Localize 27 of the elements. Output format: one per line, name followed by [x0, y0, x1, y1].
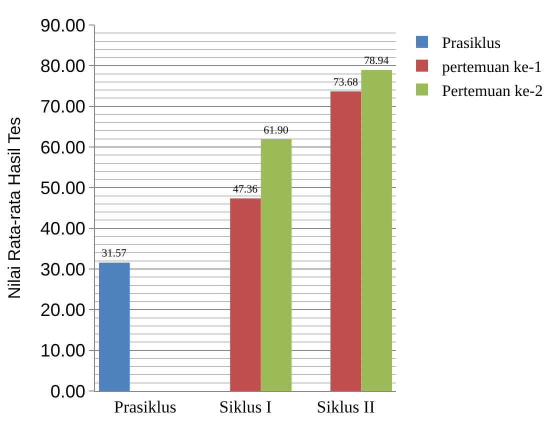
y-tick-label: 50.00 [40, 178, 86, 198]
bar [330, 91, 362, 391]
x-tick-label: Prasiklus [114, 397, 176, 416]
y-tick-label: 0.00 [50, 381, 86, 402]
y-tick-label: 40.00 [40, 218, 86, 239]
y-tick-label: 30.00 [40, 259, 86, 280]
data-label: 78.94 [364, 54, 390, 67]
data-label: 61.90 [264, 124, 289, 136]
bar [99, 262, 130, 391]
legend-label: pertemuan ke-1 [442, 58, 542, 76]
x-tick-label: Siklus II [316, 397, 376, 416]
data-label: 73.68 [333, 76, 358, 88]
y-tick-label: 70.00 [40, 96, 86, 117]
y-tick-label: 10.00 [40, 340, 86, 361]
y-tick-label: 60.00 [40, 137, 86, 158]
legend-label: Pertemuan ke-2 [442, 82, 543, 100]
y-tick-label: 80.00 [40, 56, 86, 76]
bar [230, 198, 261, 391]
y-tick-label: 90.00 [40, 15, 86, 36]
y-axis-title: Nilai Rata-rata Hasil Tes [4, 116, 24, 300]
x-tick-label: Siklus I [219, 397, 272, 416]
legend-label: Prasiklus [442, 35, 501, 52]
bar [260, 139, 292, 391]
data-label: 31.57 [102, 248, 128, 260]
y-tick-label: 20.00 [40, 300, 86, 320]
bar [361, 70, 392, 391]
data-label: 47.36 [232, 183, 258, 196]
